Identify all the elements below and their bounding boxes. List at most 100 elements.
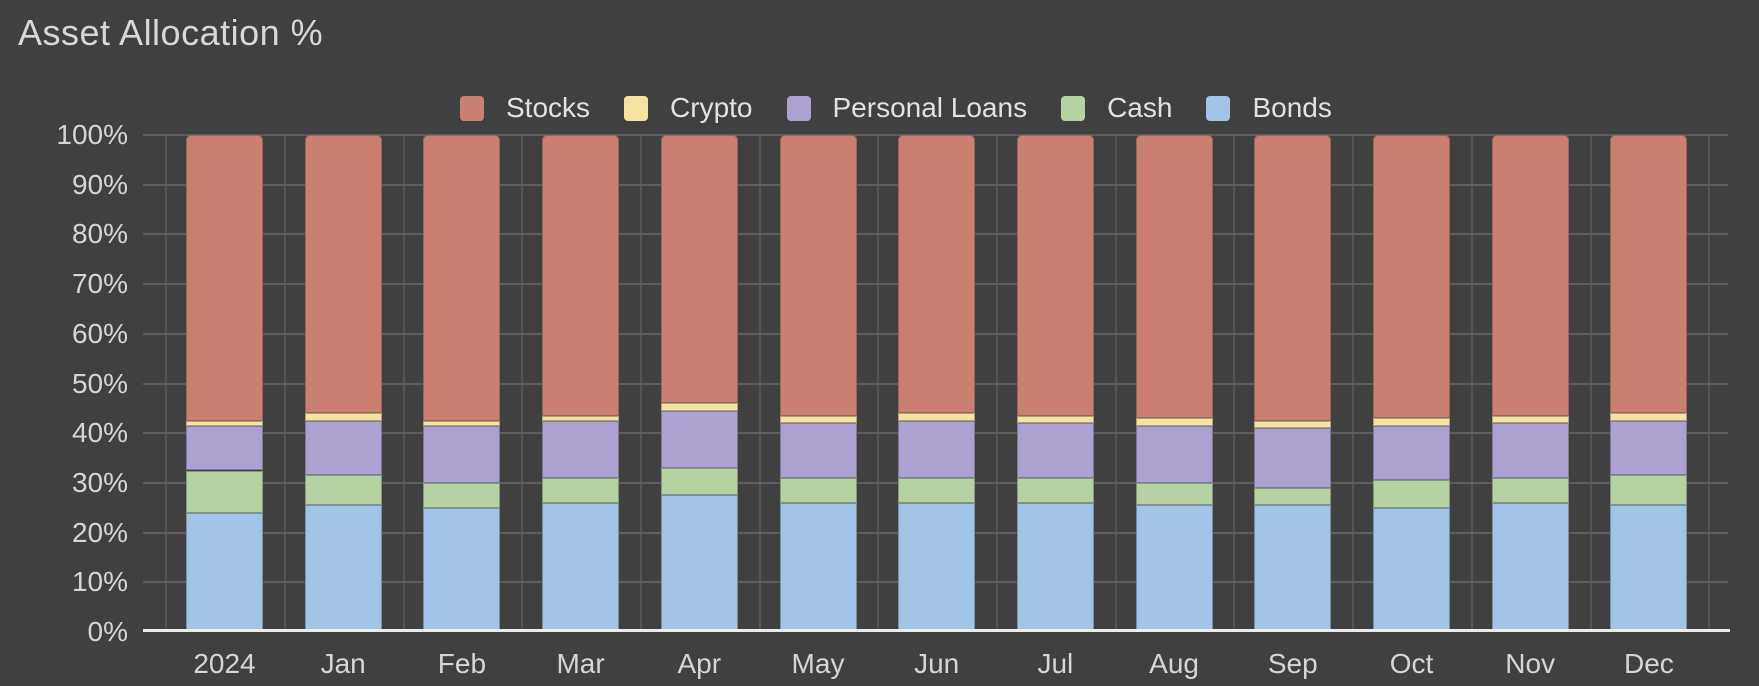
legend-swatch [460, 95, 484, 121]
legend-item-bonds: Bonds [1206, 92, 1332, 124]
bar-segment-personal-loans [542, 420, 620, 478]
bar-segment-crypto [1491, 415, 1569, 424]
x-category-label: Mar [556, 648, 605, 679]
y-tick-label: 50% [71, 367, 128, 399]
bar-segment-stocks [779, 135, 857, 416]
bar-segment-bonds [660, 495, 738, 632]
x-category-label: Dec [1623, 648, 1674, 679]
bar-segment-cash [186, 470, 263, 513]
y-tick-label: 90% [71, 168, 128, 200]
bar-oct [1373, 135, 1450, 632]
y-tick-label: 30% [71, 466, 128, 498]
legend-item-cash: Cash [1061, 92, 1172, 124]
bar-segment-bonds [1135, 505, 1213, 632]
legend-label: Crypto [670, 92, 753, 123]
y-tick-label: 100% [56, 119, 128, 150]
bar-segment-crypto [1373, 418, 1450, 426]
bar-segment-crypto [542, 415, 620, 421]
bar-segment-bonds [1491, 502, 1569, 632]
x-category-label: 2024 [193, 648, 256, 679]
x-category-label: Oct [1389, 648, 1434, 679]
bar-segment-stocks [1373, 135, 1450, 419]
bar-segment-cash [304, 475, 382, 506]
x-category-label: Jun [914, 648, 960, 679]
bar-may [779, 135, 857, 632]
bar-segment-personal-loans [1610, 420, 1688, 476]
bar-2024 [186, 135, 263, 632]
bar-segment-cash [1016, 477, 1094, 503]
bar-segment-bonds [1610, 505, 1688, 632]
y-tick-label: 40% [71, 417, 128, 449]
legend-label: Bonds [1252, 92, 1332, 123]
bar-segment-cash [1254, 487, 1332, 506]
bar-segment-crypto [304, 413, 382, 421]
y-tick-label: 60% [71, 317, 128, 349]
bar-segment-stocks [304, 135, 382, 414]
bar-segment-bonds [1373, 507, 1450, 632]
bar-segment-bonds [423, 507, 501, 632]
bar-segment-cash [779, 477, 857, 503]
bar-segment-bonds [779, 502, 857, 632]
bar-segment-cash [660, 468, 738, 496]
y-tick-label: 10% [71, 566, 128, 598]
bar-jul [1016, 135, 1094, 632]
bar-segment-bonds [1016, 502, 1094, 632]
legend-label: Stocks [506, 92, 591, 123]
bar-segment-cash [1610, 475, 1688, 506]
legend-label: Personal Loans [832, 92, 1028, 123]
legend-item-stocks: Stocks [460, 92, 590, 124]
x-category-label: Feb [437, 648, 487, 679]
bar-mar [542, 135, 620, 632]
bar-sep [1254, 135, 1332, 632]
bar-segment-stocks [1254, 135, 1332, 421]
x-category-label: Sep [1267, 648, 1318, 679]
bar-segment-personal-loans [1491, 423, 1569, 478]
bar-segment-bonds [186, 512, 263, 632]
bar-segment-crypto [1135, 418, 1213, 426]
bar-segment-cash [542, 477, 620, 503]
bar-feb [423, 135, 501, 632]
bar-segment-cash [423, 482, 501, 508]
bar-jan [304, 135, 382, 632]
horizontal-gridline [143, 134, 1728, 136]
legend-swatch [1206, 95, 1231, 121]
x-category-label: Nov [1505, 648, 1556, 679]
y-tick-label: 80% [71, 218, 128, 250]
y-tick-label: 0% [87, 616, 128, 647]
bar-segment-stocks [186, 135, 263, 421]
bar-segment-bonds [542, 502, 620, 632]
x-category-label: Jan [320, 648, 366, 679]
legend-label: Cash [1107, 92, 1173, 123]
bar-segment-personal-loans [1016, 423, 1094, 478]
bar-segment-cash [1491, 477, 1569, 503]
bar-segment-personal-loans [779, 423, 857, 478]
bar-segment-bonds [304, 505, 382, 632]
legend-swatch [624, 95, 649, 121]
bar-segment-crypto [1254, 420, 1332, 429]
bar-segment-cash [1373, 480, 1450, 508]
bar-segment-crypto [779, 415, 857, 424]
legend-swatch [786, 95, 811, 121]
bar-apr [660, 135, 738, 632]
bar-segment-bonds [898, 502, 976, 632]
bar-segment-stocks [660, 135, 738, 404]
bar-jun [898, 135, 976, 632]
bar-segment-bonds [1254, 505, 1332, 632]
y-tick-label: 70% [71, 268, 128, 300]
bar-segment-personal-loans [1373, 425, 1450, 481]
bar-nov [1491, 135, 1569, 632]
bar-segment-stocks [423, 135, 501, 421]
bar-segment-stocks [898, 135, 976, 414]
bar-segment-personal-loans [423, 425, 501, 483]
x-axis-line [143, 629, 1730, 632]
legend: Stocks Crypto Personal Loans Cash Bonds [460, 92, 1332, 124]
bar-segment-crypto [1610, 413, 1688, 421]
bar-segment-stocks [542, 135, 620, 416]
bar-aug [1135, 135, 1213, 632]
bar-segment-stocks [1610, 135, 1688, 414]
bar-segment-cash [1135, 482, 1213, 506]
plot-area [143, 134, 1730, 632]
bar-segment-personal-loans [1254, 428, 1332, 488]
bar-segment-personal-loans [304, 420, 382, 476]
x-category-label: Jul [1037, 648, 1074, 679]
